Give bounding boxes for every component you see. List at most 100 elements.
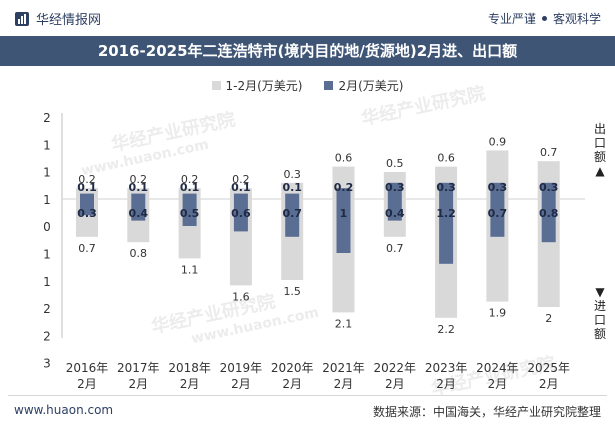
- legend-item-feb: 2月(万美元): [324, 77, 403, 94]
- bar-feb-import: [285, 199, 300, 237]
- data-label-feb-export: 0.1: [129, 181, 149, 194]
- x-tick-label-month: 2月: [77, 377, 97, 391]
- x-tick-label-year: 2019年: [220, 361, 263, 375]
- data-label-ytd-export: 0.5: [386, 157, 404, 170]
- x-tick-label-month: 2月: [539, 377, 559, 391]
- export-arrow-icon: ▲: [595, 164, 605, 178]
- bar-feb-export: [439, 182, 454, 199]
- x-tick-label-year: 2017年: [117, 361, 160, 375]
- y-tick-label: 1: [43, 166, 51, 180]
- legend-swatch-feb: [324, 81, 334, 90]
- data-label-feb-import: 0.8: [539, 207, 559, 220]
- tagline-dot-icon: [541, 16, 547, 21]
- export-side-text: 出口额: [593, 122, 606, 164]
- y-tick-label: 1: [43, 193, 51, 207]
- bar-feb-export: [336, 188, 351, 199]
- data-label-feb-import: 0.7: [488, 207, 508, 220]
- data-label-feb-export: 0.3: [539, 181, 559, 194]
- y-tick-label: 2: [43, 302, 51, 316]
- data-label-ytd-export: 0.6: [437, 152, 455, 165]
- data-label-feb-import: 0.6: [231, 207, 251, 220]
- bar-feb-export: [541, 182, 556, 199]
- data-label-ytd-import: 1.1: [181, 263, 199, 276]
- bar-feb-import: [541, 199, 556, 243]
- bar-feb-export: [182, 193, 197, 199]
- data-label-ytd-import: 1.5: [283, 285, 301, 298]
- data-label-ytd-import: 1.6: [232, 290, 250, 303]
- data-label-feb-export: 0.1: [77, 181, 97, 194]
- bar-feb-import: [80, 199, 94, 216]
- x-tick-label-month: 2月: [231, 377, 251, 391]
- data-label-ytd-import: 0.8: [130, 247, 148, 260]
- brand-logo-icon: [15, 11, 29, 26]
- bar-feb-import: [233, 199, 248, 232]
- brand[interactable]: 华经情报网: [14, 9, 101, 28]
- data-label-ytd-import: 2.2: [437, 323, 455, 336]
- data-label-feb-import: 1.2: [436, 207, 456, 220]
- data-label-ytd-import: 2: [545, 312, 552, 325]
- top-bar: 华经情报网 专业严谨 客观科学: [0, 0, 615, 36]
- data-label-feb-export: 0.1: [231, 181, 251, 194]
- data-label-feb-export: 0.3: [436, 181, 456, 194]
- y-tick-label: 1: [43, 138, 51, 152]
- data-label-ytd-import: 1.9: [489, 307, 507, 320]
- x-tick-label-year: 2023年: [425, 361, 468, 375]
- bar-feb-export: [387, 182, 402, 199]
- bar-feb-export: [80, 193, 94, 199]
- legend-swatch-ytd: [211, 81, 221, 90]
- x-tick-label-month: 2月: [128, 377, 148, 391]
- data-label-ytd-import: 0.7: [78, 242, 96, 255]
- tagline-a: 专业严谨: [487, 12, 536, 26]
- bar-feb-import: [131, 199, 146, 221]
- x-tick-label-month: 2月: [385, 377, 405, 391]
- data-label-ytd-export: 0.2: [78, 173, 96, 186]
- bar-feb-import: [439, 199, 454, 264]
- footer-divider: [8, 395, 607, 396]
- y-tick-label: 0: [43, 220, 51, 234]
- bar-feb-export: [233, 193, 248, 199]
- data-label-feb-export: 0.3: [385, 181, 405, 194]
- data-label-feb-import: 0.5: [180, 207, 200, 220]
- x-tick-label-year: 2022年: [374, 361, 417, 375]
- x-tick-label-month: 2月: [488, 377, 508, 391]
- bar-feb-import: [387, 199, 402, 221]
- x-tick-label-year: 2018年: [168, 361, 211, 375]
- legend-label-ytd: 1-2月(万美元): [225, 79, 303, 93]
- x-tick-label-month: 2月: [436, 377, 456, 391]
- bar-feb-import: [336, 199, 351, 253]
- data-label-feb-import: 0.3: [77, 207, 97, 220]
- data-label-feb-import: 0.4: [129, 207, 149, 220]
- x-tick-label-month: 2月: [334, 377, 354, 391]
- data-label-ytd-export: 0.2: [130, 173, 148, 186]
- data-label-feb-import: 0.7: [282, 207, 302, 220]
- data-label-feb-export: 0.2: [334, 181, 354, 194]
- bar-feb-import: [182, 199, 197, 226]
- import-side-text: 进口额: [593, 299, 606, 341]
- y-tick-label: 2: [43, 329, 51, 343]
- data-label-feb-import: 0.4: [385, 207, 405, 220]
- x-tick-label-year: 2020年: [271, 361, 314, 375]
- export-side-label: 出口额 ▲: [593, 122, 607, 178]
- x-tick-label-month: 2月: [282, 377, 302, 391]
- chart-title: 2016-2025年二连浩特市(境内目的地/货源地)2月进、出口额: [0, 36, 615, 66]
- y-tick-label: 1: [43, 275, 51, 289]
- data-label-ytd-export: 0.2: [232, 173, 250, 186]
- x-tick-label-year: 2016年: [66, 361, 109, 375]
- bar-feb-export: [285, 193, 300, 199]
- import-side-label: ▼ 进口额: [593, 285, 607, 341]
- legend-item-ytd: 1-2月(万美元): [211, 77, 303, 94]
- chart-legend: 1-2月(万美元) 2月(万美元): [0, 77, 615, 94]
- y-tick-label: 2: [43, 111, 51, 125]
- y-tick-label: 1: [43, 248, 51, 262]
- data-label-ytd-export: 0.3: [283, 168, 301, 181]
- data-label-ytd-import: 2.1: [335, 317, 353, 330]
- tagline-b: 客观科学: [552, 12, 601, 26]
- tagline: 专业严谨 客观科学: [488, 10, 601, 27]
- x-tick-label-year: 2021年: [322, 361, 365, 375]
- y-tick-label: 3: [43, 357, 51, 371]
- data-label-feb-import: 1: [340, 207, 348, 220]
- legend-label-feb: 2月(万美元): [338, 79, 404, 93]
- x-tick-label-month: 2月: [180, 377, 200, 391]
- footer-source: 数据来源：中国海关，华经产业研究院整理: [372, 405, 601, 419]
- footer-website[interactable]: www.huaon.com: [14, 403, 114, 417]
